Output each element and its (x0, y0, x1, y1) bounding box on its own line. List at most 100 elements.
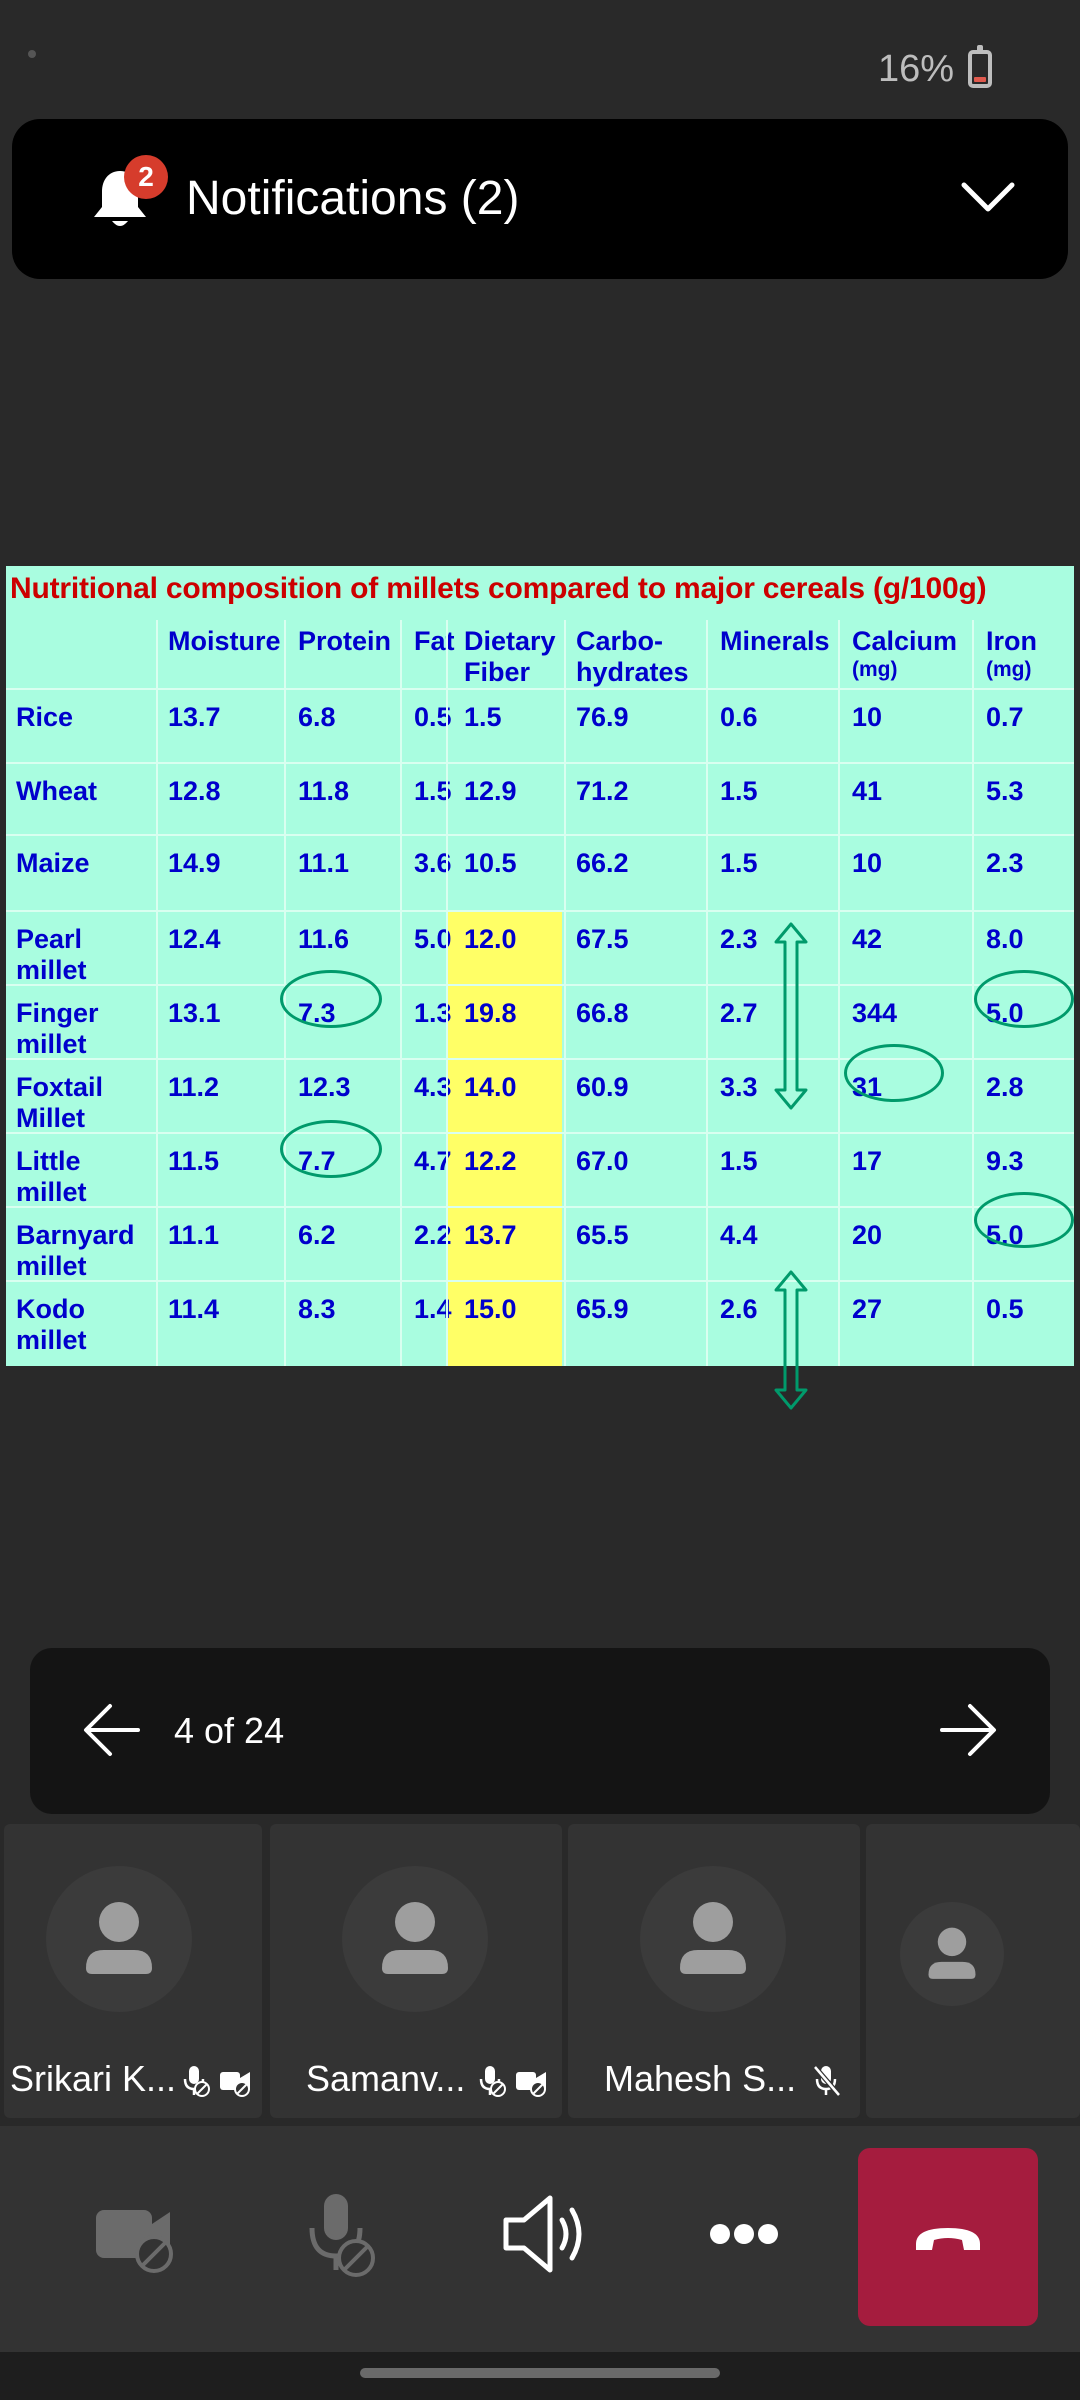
participant-tile[interactable]: Srikari K... (4, 1824, 262, 2118)
table-cell: 0.5 (986, 1294, 1024, 1324)
table-cell: 2.7 (720, 998, 758, 1028)
highlight-oval (974, 1192, 1074, 1248)
participant-name: Samanv... (306, 2058, 466, 2099)
double-arrow-icon (774, 1270, 808, 1410)
table-cell: 3.6 (414, 848, 452, 878)
battery-percent: 16% (877, 48, 954, 90)
header-label: Protein (298, 626, 392, 656)
table-cell: 13.7 (464, 1220, 517, 1250)
table-row-label: Pearl millet (16, 924, 87, 985)
participant-tile[interactable] (866, 1824, 1080, 2118)
table-cell: 2.6 (720, 1294, 758, 1324)
table-cell: 8.0 (986, 924, 1024, 954)
table-cell: 0.5 (414, 702, 452, 732)
table-cell: 11.8 (298, 776, 350, 806)
table-cell: 19.8 (464, 998, 517, 1028)
table-row-divider (6, 910, 1074, 912)
mic-muted-icon (813, 2065, 841, 2097)
table-header-cell: Fat (404, 620, 455, 657)
table-row-label: Little millet (16, 1146, 87, 1207)
table-row-divider (6, 688, 1074, 690)
table-row-divider (6, 1058, 1074, 1060)
table-cell: 11.1 (168, 1220, 220, 1250)
dietary-fiber-highlight (448, 912, 562, 1366)
home-indicator[interactable] (360, 2368, 720, 2378)
avatar (342, 1866, 488, 2012)
table-cell: 2.8 (986, 1072, 1024, 1102)
table-cell: 60.9 (576, 1072, 629, 1102)
table-cell: 1.5 (720, 848, 758, 878)
more-options-icon[interactable] (654, 2146, 834, 2322)
table-cell: 2.3 (986, 848, 1024, 878)
double-arrow-icon (774, 922, 808, 1110)
battery-icon (968, 45, 992, 88)
header-label: Calcium (852, 626, 958, 656)
header-label: Minerals (720, 626, 830, 656)
speaker-icon[interactable] (450, 2146, 630, 2322)
table-cell: 65.5 (576, 1220, 629, 1250)
chevron-down-icon[interactable] (960, 177, 1016, 217)
participant-tile[interactable]: Mahesh S... (568, 1824, 860, 2118)
highlight-oval (280, 970, 382, 1028)
arrow-left-icon[interactable] (82, 1702, 142, 1758)
table-cell: 76.9 (576, 702, 629, 732)
table-header-cell: Minerals (710, 620, 840, 657)
table-cell: 344 (852, 998, 898, 1028)
slide-counter: 4 of 24 (174, 1710, 285, 1751)
table-cell: 67.5 (576, 924, 629, 954)
table-cell: 0.7 (986, 702, 1024, 732)
mic-off-icon (183, 2066, 210, 2097)
camera-off-icon[interactable] (42, 2146, 222, 2322)
table-header-cell: Moisture (158, 620, 288, 657)
status-dot (28, 50, 36, 58)
table-cell: 8.3 (298, 1294, 336, 1324)
table-row-label: Barnyard millet (16, 1220, 135, 1281)
notifications-title: Notifications (2) (186, 172, 520, 225)
participant-tile[interactable]: Samanv... (270, 1824, 562, 2118)
table-cell: 14.0 (464, 1072, 517, 1102)
table-cell: 12.0 (464, 924, 517, 954)
call-toolbar (0, 2126, 1080, 2352)
table-cell: 6.8 (298, 702, 336, 732)
arrow-right-icon[interactable] (938, 1702, 998, 1758)
table-row-label: Wheat (16, 776, 97, 806)
table-cell: 67.0 (576, 1146, 629, 1176)
table-cell: 0.6 (720, 702, 758, 732)
table-cell: 12.9 (464, 776, 517, 806)
table-cell: 1.5 (414, 776, 452, 806)
avatar (46, 1866, 192, 2012)
table-cell: 10.5 (464, 848, 517, 878)
table-cell: 1.5 (720, 1146, 758, 1176)
table-cell: 11.4 (168, 1294, 220, 1324)
avatar (640, 1866, 786, 2012)
table-cell: 13.1 (168, 998, 221, 1028)
highlight-oval (280, 1120, 382, 1178)
person-icon (928, 1927, 976, 1979)
table-cell: 66.8 (576, 998, 629, 1028)
table-cell: 17 (852, 1146, 883, 1176)
table-cell: 2.2 (414, 1220, 452, 1250)
table-row-label: Maize (16, 848, 90, 878)
header-label: Dietary Fiber (464, 626, 556, 687)
table-cell: 11.1 (298, 848, 350, 878)
video-off-icon (220, 2072, 250, 2097)
table-cell: 4.4 (720, 1220, 758, 1250)
table-cell: 12.3 (298, 1072, 351, 1102)
table-row-label: Rice (16, 702, 74, 732)
table-cell: 11.6 (298, 924, 350, 954)
table-header-cell: Protein (288, 620, 400, 657)
slide-pager: 4 of 24 (30, 1648, 1050, 1814)
table-row-label: Finger millet (16, 998, 99, 1059)
header-label: Moisture (168, 626, 281, 656)
notifications-banner[interactable]: 2 Notifications (2) (12, 119, 1068, 279)
table-cell: 1.5 (720, 776, 758, 806)
microphone-off-icon[interactable] (246, 2146, 426, 2322)
status-bar: 16% (0, 0, 1080, 112)
table-column-divider (446, 620, 448, 1366)
table-cell: 11.5 (168, 1146, 220, 1176)
highlight-oval (974, 970, 1074, 1028)
table-cell: 3.3 (720, 1072, 758, 1102)
header-unit: (mg) (852, 658, 898, 681)
hang-up-button[interactable] (858, 2148, 1038, 2326)
table-row-divider (6, 1280, 1074, 1282)
